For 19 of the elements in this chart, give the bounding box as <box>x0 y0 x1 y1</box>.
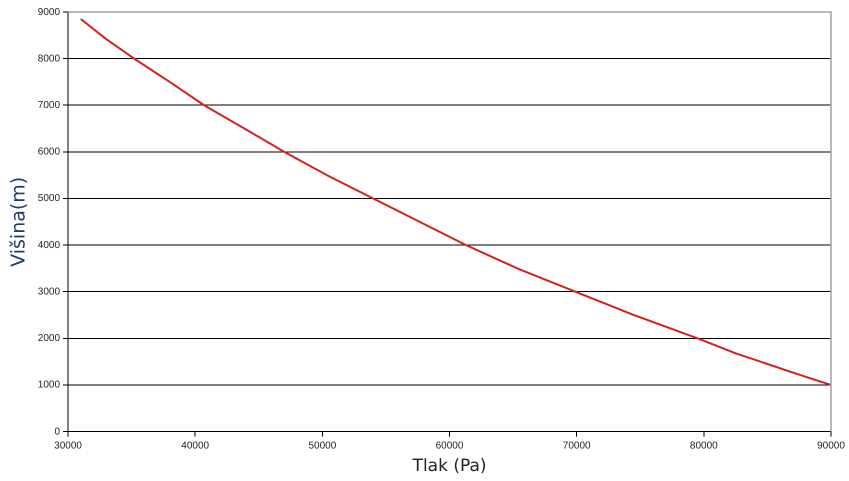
y-tick-label: 2000 <box>38 333 60 344</box>
y-tick-label: 4000 <box>38 240 60 251</box>
y-tick-label: 6000 <box>38 146 60 158</box>
y-tick-label: 1000 <box>38 380 60 391</box>
y-axis-title: Višina(m) <box>7 176 30 267</box>
x-tick-label: 90000 <box>817 440 846 452</box>
x-tick-label: 60000 <box>436 440 464 452</box>
x-tick-label: 70000 <box>562 440 592 452</box>
y-tick-label: 8000 <box>38 53 60 64</box>
x-tick-label: 50000 <box>308 440 337 452</box>
y-tick-label: 0 <box>54 426 60 438</box>
x-tick-label: 40000 <box>181 440 210 452</box>
x-tick-label: 30000 <box>54 440 82 452</box>
y-tick-label: 3000 <box>38 286 60 298</box>
y-tick-label: 9000 <box>38 6 60 18</box>
y-tick-label: 7000 <box>38 100 60 111</box>
x-tick-label: 80000 <box>690 440 718 452</box>
y-tick-label: 5000 <box>38 193 60 204</box>
x-axis-title: Tlak (Pa) <box>412 456 486 476</box>
